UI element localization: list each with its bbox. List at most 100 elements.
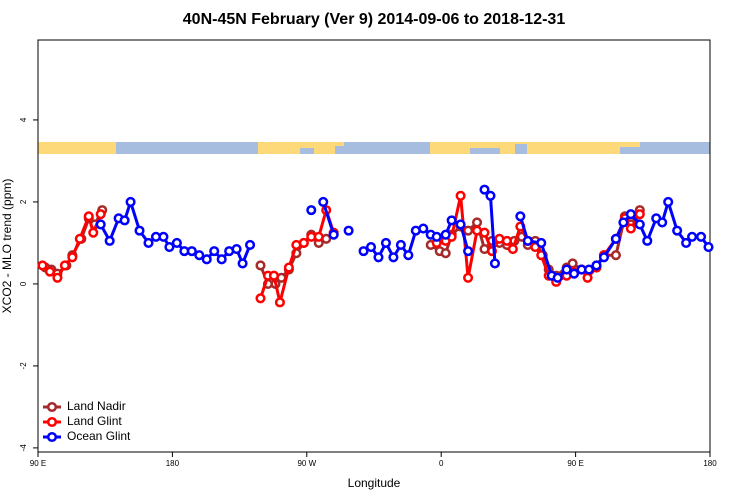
legend-label: Land Glint [67, 414, 122, 428]
data-point [95, 209, 106, 220]
data-point [358, 246, 369, 257]
data-point [610, 233, 621, 244]
data-point [328, 229, 339, 240]
data-point [298, 237, 309, 248]
legend-marker [46, 431, 58, 443]
y-tick-label: 0 [19, 281, 28, 286]
data-point [119, 215, 130, 226]
data-point [125, 196, 136, 207]
data-point [274, 297, 285, 308]
data-point [171, 237, 182, 248]
data-point [255, 293, 266, 304]
data-point [83, 211, 94, 222]
data-point [618, 217, 629, 228]
data-point [657, 217, 668, 228]
data-point [440, 248, 451, 259]
data-point [255, 260, 266, 271]
data-point [471, 217, 483, 228]
data-point [104, 235, 115, 246]
data-point [194, 250, 205, 261]
data-point [634, 219, 645, 230]
data-point [388, 252, 399, 263]
y-tick-label: 2 [19, 199, 28, 204]
data-point [485, 190, 496, 201]
data-point [687, 231, 698, 242]
x-tick-label: 180 [703, 459, 717, 468]
data-point [479, 184, 490, 195]
chart-title: 40N-45N February (Ver 9) 2014-09-06 to 2… [183, 11, 566, 28]
data-point [365, 241, 377, 253]
data-point [88, 227, 99, 238]
data-point [552, 272, 563, 283]
data-point [479, 227, 490, 238]
y-tick-label: -4 [19, 444, 28, 452]
data-point [44, 266, 55, 277]
data-point [418, 223, 429, 234]
data-point [186, 246, 197, 257]
y-tick-label: -2 [19, 362, 28, 370]
series-line [99, 188, 710, 280]
data-point [440, 229, 451, 240]
series-line [41, 195, 642, 303]
data-point [373, 252, 384, 263]
data-point [313, 231, 324, 242]
data-point [95, 219, 106, 230]
data-point [380, 237, 391, 248]
data-point [318, 196, 329, 207]
data-point [598, 252, 610, 263]
data-point [591, 260, 602, 271]
data-point [634, 209, 645, 220]
data-point [569, 268, 580, 279]
data-point [231, 244, 242, 255]
data-point [245, 239, 256, 251]
data-point [268, 270, 279, 281]
data-point [463, 246, 474, 257]
data-point [455, 190, 466, 201]
data-point [515, 211, 526, 222]
data-point [695, 231, 707, 242]
x-tick-label: 90 E [567, 459, 583, 468]
data-point [201, 254, 212, 265]
data-point [561, 264, 572, 275]
x-axis-label: Longitude [348, 476, 401, 490]
legend-marker [46, 416, 58, 428]
data-point [283, 262, 294, 273]
x-tick-label: 0 [439, 459, 444, 468]
data-point [703, 241, 714, 253]
data-point [52, 272, 63, 283]
data-point [489, 258, 501, 269]
data-point [663, 196, 674, 207]
data-point [583, 264, 595, 275]
data-point [37, 260, 48, 271]
data-point [463, 272, 474, 283]
data-point [455, 219, 466, 230]
x-tick-label: 90 E [30, 459, 46, 468]
data-point [507, 244, 518, 255]
data-point [536, 237, 547, 248]
data-point [431, 231, 442, 242]
y-tick-label: 4 [19, 117, 28, 122]
data-point [59, 260, 70, 271]
legend-marker [46, 401, 58, 413]
data-point [625, 223, 636, 234]
x-tick-label: 180 [166, 459, 180, 468]
data-point [446, 215, 457, 226]
data-point [582, 272, 593, 283]
data-point [164, 241, 175, 253]
data-point [681, 237, 692, 248]
data-point [134, 225, 145, 236]
data-point [672, 225, 683, 236]
data-point [158, 231, 169, 242]
data-point [642, 235, 653, 246]
data-point [237, 258, 248, 269]
data-point [395, 239, 406, 251]
data-point [67, 252, 78, 263]
data-point [306, 205, 317, 216]
data-point [143, 237, 154, 248]
data-point [216, 254, 227, 265]
data-point [610, 250, 621, 261]
data-point [625, 209, 636, 220]
legend-label: Land Nadir [67, 399, 126, 413]
land-ocean-strip [38, 142, 710, 154]
